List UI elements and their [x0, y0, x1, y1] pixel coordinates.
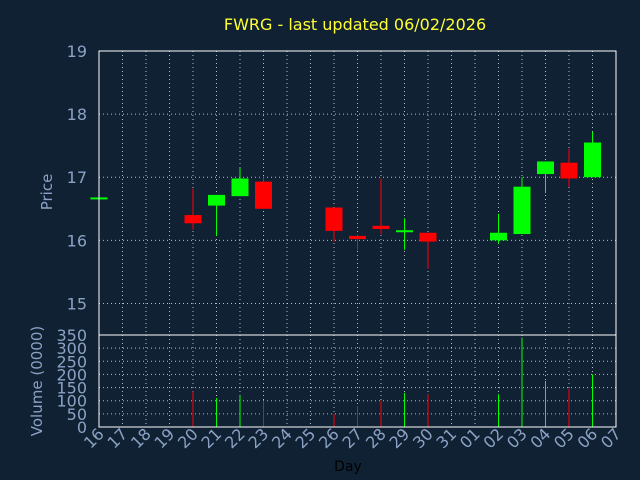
volume-tick-label: 100 [56, 392, 87, 411]
candle-body [419, 232, 437, 242]
volume-panel-frame [98, 334, 617, 428]
price-tick-label: 15 [67, 294, 87, 313]
volume-axis-label: Volume (0000) [28, 326, 46, 436]
candle-body [584, 142, 601, 178]
candle-body [208, 194, 225, 206]
volume-tick-label: 300 [56, 339, 87, 358]
candle-body [349, 235, 366, 240]
candle-body [372, 225, 390, 229]
volume-tick-label: 50 [67, 405, 87, 424]
volume-tick-label: 350 [56, 326, 87, 345]
chart-title: FWRG - last updated 06/02/2026 [224, 15, 486, 34]
volume-tick-label: 200 [56, 365, 87, 384]
volume-tick-label: 150 [56, 379, 87, 398]
price-tick-label: 16 [67, 231, 87, 250]
candle-body [184, 215, 202, 224]
volume-tick-label: 0 [77, 418, 87, 437]
candle-body [396, 230, 413, 233]
candle-body [490, 232, 507, 241]
x-axis-label: Day [334, 459, 362, 475]
volume-tick-label: 250 [56, 352, 87, 371]
candle-body [325, 207, 343, 231]
candle-body [513, 186, 531, 235]
x-tick-label: 07 [597, 424, 625, 452]
candle-body [560, 162, 578, 179]
candle-body [255, 181, 272, 209]
candle-body [537, 161, 554, 175]
price-tick-label: 19 [67, 42, 87, 61]
price-tick-label: 18 [67, 105, 87, 124]
price-tick-label: 17 [67, 168, 87, 187]
candle-body [231, 178, 249, 197]
price-panel-frame [98, 50, 617, 336]
price-axis-label: Price [38, 174, 56, 211]
